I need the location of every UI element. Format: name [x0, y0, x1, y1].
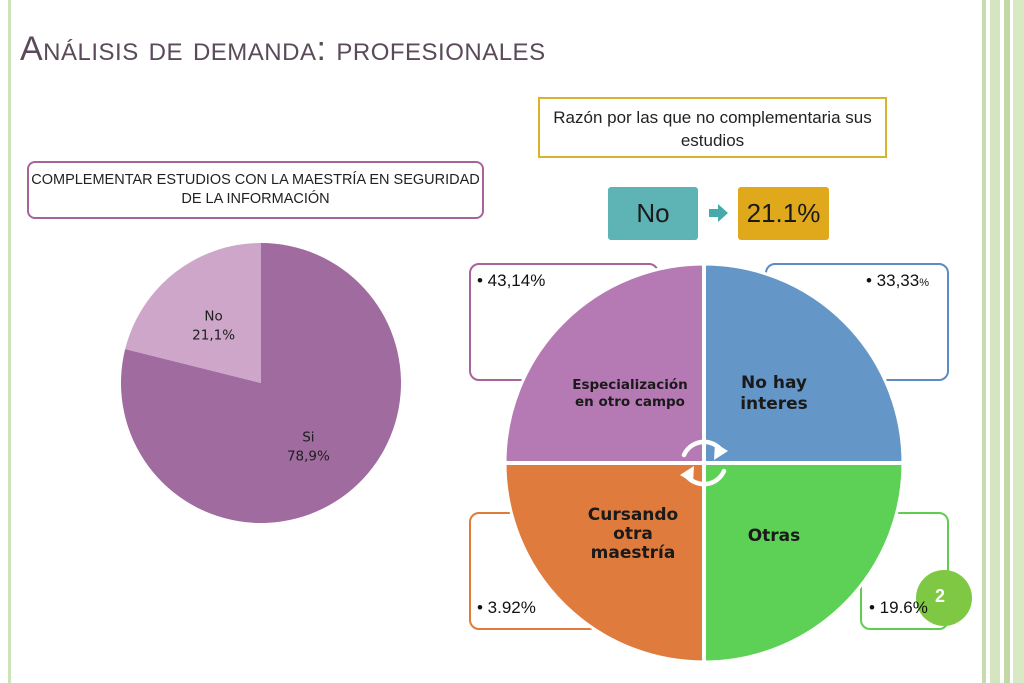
annotation-otras: • 19.6%	[869, 598, 928, 617]
annotation-no-hay-interes: • 33,33%	[866, 271, 929, 291]
left-chart-title-box: COMPLEMENTAR ESTUDIOS CON LA MAESTRÍA EN…	[27, 161, 484, 219]
quadrant-label-cursando-line-3: maestría	[591, 543, 676, 563]
annotation-no-hay-interes-value: • 33,33	[866, 271, 920, 290]
selected-value-chip: 21.1%	[738, 187, 829, 240]
quadrant-label-especializacion-line-2: en otro campo	[575, 394, 685, 410]
arrow-right-icon	[709, 204, 728, 222]
annotation-especializacion: • 43,14%	[477, 271, 546, 290]
selected-answer-chip: No	[608, 187, 698, 240]
right-chart-title-box: Razón por las que no complementaria sus …	[538, 97, 887, 158]
cycle-arrows-icon	[680, 439, 728, 487]
quadrant-cursando	[503, 461, 706, 664]
pie-category-label-no: No	[204, 308, 222, 324]
quadrant-label-no-hay-interes-line-1: No hay	[741, 373, 807, 393]
annotation-no-hay-interes-suffix: %	[919, 277, 929, 289]
right-chart-title: Razón por las que no complementaria sus …	[553, 108, 872, 150]
pie-slice-no	[125, 243, 261, 383]
slide-title: Análisis de demanda: profesionales	[20, 30, 546, 68]
left-decor-rule	[8, 0, 11, 683]
quadrant-no-hay-interes	[702, 262, 905, 465]
page-number-badge	[916, 570, 972, 626]
right-decor-stripes	[980, 0, 1024, 683]
quadrant-label-cursando-line-2: otra	[613, 524, 653, 544]
quadrant-label-especializacion-line-1: Especialización	[572, 377, 688, 393]
quadrant-otras	[702, 461, 905, 664]
left-chart-title: COMPLEMENTAR ESTUDIOS CON LA MAESTRÍA EN…	[31, 172, 480, 207]
quadrant-especializacion	[503, 262, 706, 465]
pie-category-label-si: Si	[302, 430, 314, 446]
page-number: 2	[935, 586, 946, 606]
pie-data-label-si: 78,9%	[287, 449, 330, 465]
quadrant-label-no-hay-interes-line-2: interes	[740, 394, 808, 414]
quadrant-label-cursando-line-1: Cursando	[588, 505, 679, 525]
pie-data-label-no: 21,1%	[192, 327, 235, 343]
annotation-cursando: • 3.92%	[477, 598, 536, 617]
quadrant-label-otras-line-1: Otras	[748, 526, 801, 546]
